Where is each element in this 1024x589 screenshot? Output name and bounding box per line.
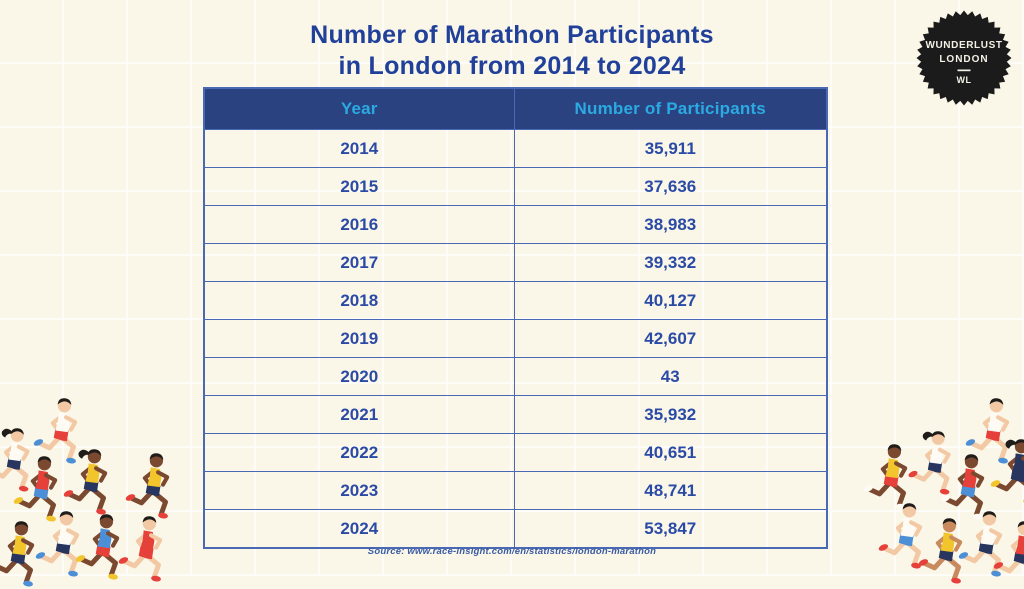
table-row: 2022 40,651: [203, 433, 828, 472]
source-citation: Source: www.race-insight.com/en/statisti…: [367, 546, 657, 557]
participants-cell: 43: [513, 357, 828, 396]
runner-illustration: [985, 436, 1024, 507]
page-title: Number of Marathon Participants in Londo…: [0, 20, 1024, 82]
table-body: 2014 35,911 2015 37,636 2016 38,983 2017 39,332…: [203, 129, 828, 549]
participants-table-wrap: Year Number of Participants 2014 35,911 20…: [203, 87, 828, 549]
runner-illustration: [903, 428, 959, 497]
year-cell: 2014: [203, 129, 515, 168]
participants-cell: 35,932: [513, 395, 828, 434]
year-cell: 2017: [203, 243, 515, 282]
table-header-row: Year Number of Participants: [203, 87, 828, 130]
table-row: 2020 43: [203, 357, 828, 396]
year-column-header: Year: [203, 87, 515, 130]
runner-illustration: [0, 425, 38, 494]
brand-badge: WUNDERLUST LONDON WL: [916, 10, 1012, 106]
page-title-line1: Number of Marathon Participants: [310, 21, 714, 49]
year-cell: 2024: [203, 509, 515, 549]
participants-cell: 37,636: [513, 167, 828, 206]
table-row: 2021 35,932: [203, 395, 828, 434]
table-row: 2023 48,741: [203, 471, 828, 510]
participants-cell: 48,741: [513, 471, 828, 510]
participants-column-header: Number of Participants: [513, 87, 828, 130]
table-row: 2016 38,983: [203, 205, 828, 244]
participants-table: Year Number of Participants 2014 35,911 20…: [203, 87, 828, 549]
runner-illustration: [858, 441, 916, 512]
badge-divider: [957, 69, 971, 72]
year-cell: 2020: [203, 357, 515, 396]
table-row: 2015 37,636: [203, 167, 828, 206]
runner-illustration: [935, 451, 993, 522]
runner-illustration: [28, 395, 86, 466]
page-title-line2: in London from 2014 to 2024: [338, 52, 686, 80]
runner-illustration: [960, 395, 1018, 466]
runner-illustration: [30, 508, 88, 579]
runner-illustration: [58, 446, 116, 517]
table-row: 2019 42,607: [203, 319, 828, 358]
badge-monogram: WL: [957, 75, 972, 85]
year-cell: 2015: [203, 167, 515, 206]
participants-cell: 38,983: [513, 205, 828, 244]
participants-cell: 40,651: [513, 433, 828, 472]
runner-illustration: [120, 450, 178, 521]
badge-starburst-icon: [916, 10, 1012, 106]
year-cell: 2016: [203, 205, 515, 244]
table-row: 2014 35,911: [203, 129, 828, 168]
year-cell: 2022: [203, 433, 515, 472]
runner-illustration: [953, 508, 1011, 579]
runner-illustration: [873, 500, 931, 571]
participants-cell: 53,847: [513, 509, 828, 549]
badge-city: LONDON: [939, 54, 988, 65]
year-cell: 2019: [203, 319, 515, 358]
year-cell: 2018: [203, 281, 515, 320]
table-row: 2018 40,127: [203, 281, 828, 320]
badge-brand-name: WUNDERLUST: [925, 40, 1002, 51]
year-cell: 2021: [203, 395, 515, 434]
table-row: 2017 39,332: [203, 243, 828, 282]
participants-cell: 40,127: [513, 281, 828, 320]
runner-illustration: [8, 453, 66, 524]
participants-cell: 35,911: [513, 129, 828, 168]
table-row: 2024 53,847: [203, 509, 828, 549]
participants-cell: 39,332: [513, 243, 828, 282]
participants-cell: 42,607: [513, 319, 828, 358]
year-cell: 2023: [203, 471, 515, 510]
